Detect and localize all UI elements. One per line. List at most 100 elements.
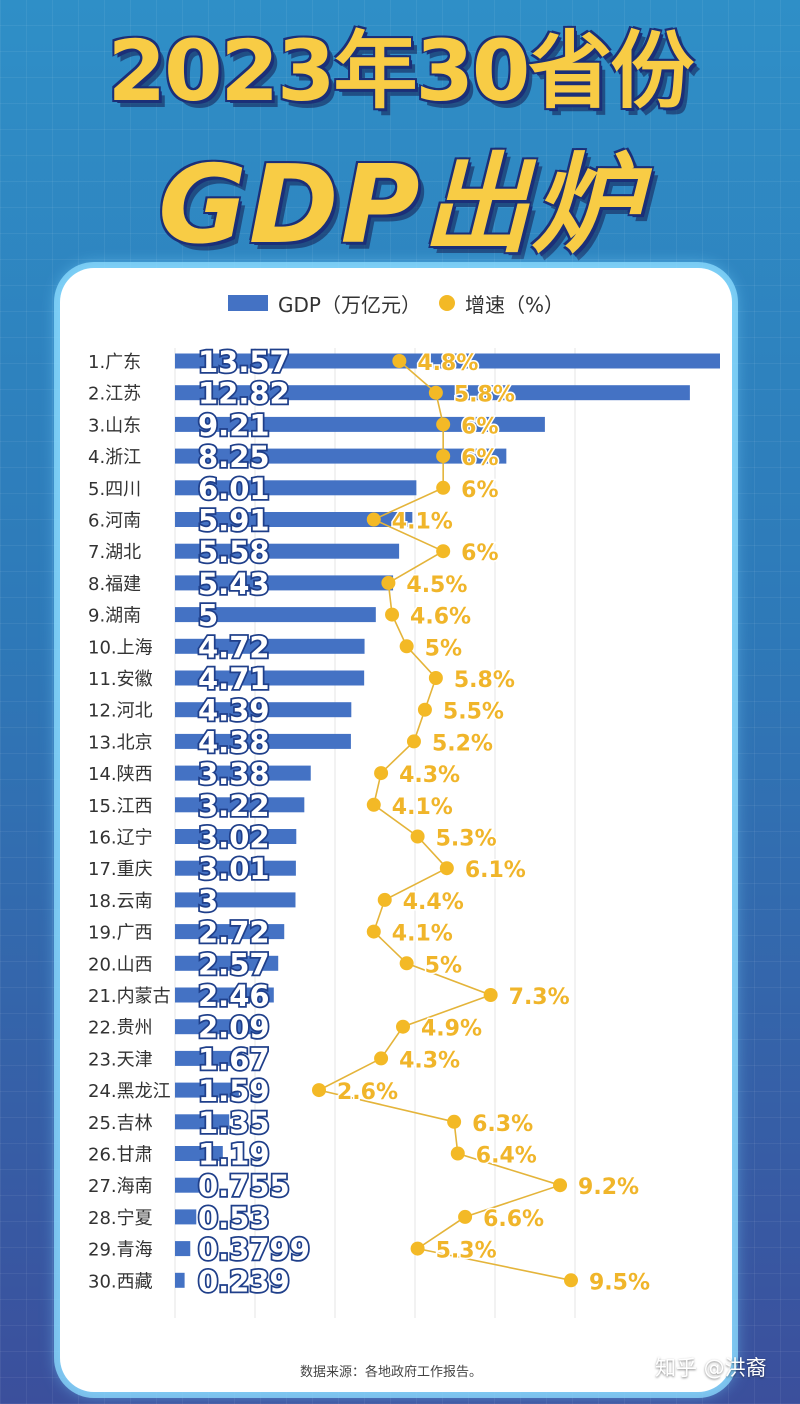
category-label: 7.湖北: [88, 542, 141, 563]
gdp-bar: [175, 480, 417, 496]
gdp-bar: [175, 512, 413, 527]
gdp-value-label: 2.72: [198, 916, 270, 950]
gdp-bar: [175, 892, 296, 908]
growth-label: 2.6%: [337, 1080, 398, 1105]
growth-label: 6%: [461, 541, 498, 566]
category-label: 26.甘肃: [88, 1145, 153, 1166]
gdp-value-label: 0.239: [198, 1264, 290, 1298]
category-label: 29.青海: [88, 1240, 153, 1261]
category-label: 13.北京: [88, 732, 153, 753]
gdp-bar: [175, 765, 311, 781]
gdp-value-label: 4.72: [198, 630, 270, 664]
growth-label: 9.5%: [589, 1270, 650, 1295]
gdp-bar: [175, 1082, 239, 1098]
gdp-bar: [175, 860, 296, 876]
gdp-bar: [175, 416, 545, 432]
gdp-bar: [175, 448, 507, 464]
gdp-value-label: 3.02: [198, 821, 270, 855]
growth-point: [447, 1114, 462, 1129]
growth-label: 4.3%: [399, 763, 460, 788]
growth-point: [410, 1241, 425, 1256]
gdp-value-label: 5: [198, 599, 218, 633]
category-label: 30.西藏: [88, 1271, 153, 1292]
growth-label: 6%: [461, 446, 498, 471]
category-label: 8.福建: [88, 574, 141, 595]
gdp-bar: [175, 670, 365, 686]
legend-item-growth: 增速（%）: [438, 289, 564, 318]
growth-point: [436, 417, 451, 432]
gdp-value-label: 3: [198, 884, 218, 918]
chart-legend: GDP（万亿元） 增速（%）: [60, 288, 732, 318]
growth-label: 5.2%: [432, 731, 493, 756]
growth-point: [417, 702, 432, 717]
category-label: 5.四川: [88, 479, 141, 500]
gdp-value-label: 3.22: [198, 789, 270, 823]
growth-point: [428, 671, 443, 685]
gdp-value-label: 1.35: [198, 1106, 270, 1140]
growth-point: [366, 924, 381, 939]
growth-point: [312, 1083, 326, 1098]
gdp-bar: [175, 607, 376, 623]
category-label: 17.重庆: [88, 859, 153, 880]
growth-point: [374, 766, 389, 781]
growth-label: 4.1%: [392, 795, 453, 820]
category-label: 24.黑龙江: [88, 1081, 171, 1102]
growth-point: [450, 1146, 465, 1161]
growth-label: 5.3%: [436, 827, 497, 852]
category-label: 18.云南: [88, 891, 153, 912]
growth-label: 4.1%: [392, 510, 453, 535]
category-label: 28.宁夏: [88, 1208, 153, 1229]
growth-label: 5.8%: [454, 668, 515, 693]
growth-point: [436, 480, 451, 495]
gdp-value-label: 5.58: [198, 535, 270, 569]
gdp-bar: [175, 575, 394, 591]
gdp-bar: [175, 987, 274, 1003]
legend-label-gdp: GDP（万亿元）: [278, 292, 421, 317]
category-label: 15.江西: [88, 796, 153, 817]
growth-label: 6.4%: [476, 1144, 537, 1169]
growth-label: 7.3%: [509, 985, 570, 1010]
gdp-value-label: 0.755: [198, 1169, 290, 1203]
growth-label: 6.1%: [465, 858, 526, 883]
category-label: 11.安徽: [88, 669, 153, 690]
growth-label: 4.3%: [399, 1048, 460, 1073]
gdp-bar: [175, 1114, 230, 1130]
legend-bar-swatch: [228, 295, 268, 311]
category-label: 10.上海: [88, 637, 153, 658]
gdp-value-label: 12.82: [198, 377, 290, 411]
gdp-value-label: 4.39: [198, 694, 270, 728]
category-label: 25.吉林: [88, 1113, 153, 1134]
gdp-bar: [175, 1177, 206, 1193]
growth-label: 5.3%: [436, 1239, 497, 1264]
growth-point: [392, 354, 407, 368]
category-label: 6.河南: [88, 511, 141, 532]
gdp-bar: [175, 733, 351, 749]
category-label: 27.海南: [88, 1176, 153, 1197]
gdp-bar: [175, 1050, 243, 1066]
growth-point: [399, 956, 414, 971]
gdp-value-label: 2.09: [198, 1011, 270, 1045]
category-label: 22.贵州: [88, 1018, 153, 1039]
gdp-bar: [175, 1209, 197, 1225]
gdp-bar: [175, 1241, 191, 1257]
gdp-bar: [175, 353, 720, 369]
growth-point: [428, 385, 443, 400]
gdp-bar: [175, 702, 352, 718]
growth-label: 6%: [461, 414, 498, 439]
category-label: 9.湖南: [88, 606, 141, 627]
growth-point: [385, 607, 400, 622]
growth-point: [458, 1209, 473, 1224]
growth-point: [366, 797, 381, 812]
gdp-value-label: 4.38: [198, 725, 270, 759]
category-label: 23.天津: [88, 1049, 153, 1070]
gdp-value-label: 3.38: [198, 757, 270, 791]
growth-point: [436, 449, 451, 464]
growth-label: 5%: [425, 953, 462, 978]
gdp-value-label: 2.46: [198, 979, 270, 1013]
growth-label: 6%: [461, 478, 498, 503]
growth-point: [436, 544, 451, 559]
gdp-value-label: 9.21: [198, 408, 270, 442]
growth-point: [553, 1178, 568, 1193]
growth-point: [483, 988, 498, 1002]
